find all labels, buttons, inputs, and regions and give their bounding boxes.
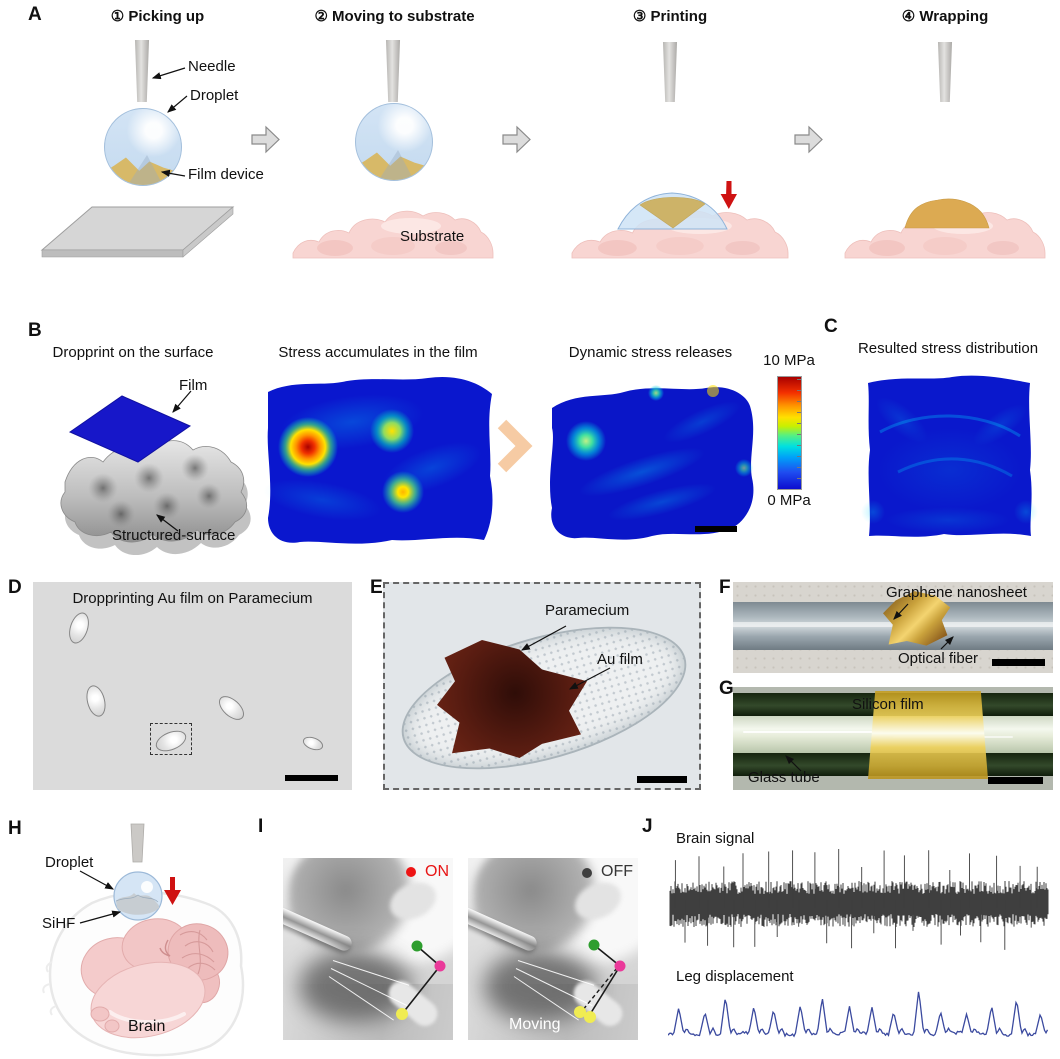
- paramecium-cell: [83, 683, 109, 719]
- optical-fiber-label: Optical fiber: [898, 650, 979, 667]
- panel-label-g: G: [719, 678, 734, 699]
- needle-h: [130, 823, 145, 863]
- brain-label: Brain: [128, 1018, 166, 1035]
- flattened-droplet-step3: [617, 192, 728, 230]
- droplet-sihf: [113, 871, 163, 921]
- substrate-label: Substrate: [400, 228, 465, 245]
- heatmap-resulted-distribution: [861, 375, 1038, 537]
- panel-d-title: Dropprinting Au film on Paramecium: [72, 590, 313, 607]
- scale-bar-e: [637, 776, 687, 783]
- brain-signal-trace: [669, 849, 1049, 950]
- annotation-arrows: [79, 67, 954, 924]
- paramecium-cell: [65, 610, 93, 646]
- stage3-title: Dynamic stress releases: [568, 344, 733, 361]
- stage2-title: Stress accumulates in the film: [278, 344, 478, 361]
- panel-label-e: E: [370, 577, 383, 598]
- colorbar-ticks: [797, 377, 801, 489]
- h-droplet-label: Droplet: [45, 854, 94, 871]
- needle-step4: [937, 42, 953, 102]
- needle-step2: [385, 40, 401, 102]
- step2-title: ② Moving to substrate: [314, 8, 475, 25]
- panel-label-h: H: [8, 818, 22, 839]
- stress-colorbar: [777, 376, 802, 490]
- droplet-step2: [355, 103, 433, 181]
- panel-label-a: A: [28, 4, 42, 25]
- micrograph-glass-tube: [733, 687, 1053, 790]
- micrograph-paramecia: [33, 582, 352, 790]
- zoom-region-box: [150, 723, 192, 755]
- off-label: OFF: [601, 863, 633, 880]
- droplet-label: Droplet: [190, 87, 239, 104]
- scale-bar-d: [285, 775, 338, 781]
- silicon-film-label: Silicon film: [852, 696, 924, 713]
- colorbar-min-label: 0 MPa: [767, 492, 811, 509]
- wrapped-film-step4: [904, 198, 990, 229]
- panel-c-title: Resulted stress distribution: [857, 340, 1039, 357]
- graphene-label: Graphene nanosheet: [886, 584, 1027, 601]
- step1-title: ① Picking up: [110, 8, 205, 25]
- paramecium-cell: [214, 691, 249, 725]
- micrograph-optical-fiber: [733, 582, 1053, 673]
- leg-displacement-trace: [668, 991, 1049, 1038]
- silicon-film-shape: [868, 691, 988, 779]
- substrate-step3: [571, 210, 789, 259]
- heatmap-stress-releases: [550, 385, 754, 540]
- press-arrow-h: [164, 877, 181, 905]
- film-shape: [68, 395, 192, 463]
- photo-stimulation-on: [283, 858, 453, 1040]
- panel-label-c: C: [824, 316, 838, 337]
- scale-bar-g: [988, 777, 1043, 784]
- scale-bar-f: [992, 659, 1045, 666]
- stage1-title: Dropprint on the surface: [52, 344, 214, 361]
- on-indicator-dot: [406, 867, 416, 877]
- droplet-step1: [104, 108, 182, 186]
- glass-reflection: [743, 731, 883, 733]
- step-arrow-3: [794, 126, 823, 153]
- micrograph-paramecium-closeup: [383, 582, 703, 798]
- step-arrow-2: [502, 126, 531, 153]
- substrate-step4: [844, 210, 1046, 259]
- leg-displacement-title: Leg displacement: [676, 968, 794, 985]
- off-indicator-dot: [582, 868, 592, 878]
- heatmap-stress-accumulates: [262, 376, 493, 544]
- colorbar-max-label: 10 MPa: [763, 352, 815, 369]
- panel-label-i: I: [258, 816, 264, 837]
- chevron-arrow: [497, 419, 533, 473]
- structured-surface-label: Structured-surface: [112, 527, 236, 544]
- glass-tube-label: Glass tube: [748, 769, 820, 786]
- panel-label-j: J: [642, 816, 653, 837]
- step-arrow-1: [251, 126, 280, 153]
- plate-step1: [40, 206, 235, 258]
- moving-label: Moving: [509, 1016, 561, 1033]
- panel-label-f: F: [719, 577, 731, 598]
- panel-label-b: B: [28, 320, 42, 341]
- brain-signal-title: Brain signal: [676, 830, 755, 847]
- needle-step1: [134, 40, 150, 102]
- paramecium-label: Paramecium: [545, 602, 630, 619]
- press-arrow-step3: [720, 181, 737, 209]
- film-label: Film: [179, 377, 208, 394]
- scale-bar-b: [695, 526, 737, 532]
- panel-label-d: D: [8, 577, 22, 598]
- step4-title: ④ Wrapping: [901, 8, 989, 25]
- au-film-label: Au film: [597, 651, 643, 668]
- on-label: ON: [425, 863, 449, 880]
- photo-stimulation-off: [468, 858, 638, 1040]
- film-device-label: Film device: [188, 166, 264, 183]
- step3-title: ③ Printing: [632, 8, 708, 25]
- paramecium-cell: [301, 734, 325, 753]
- needle-step3: [662, 42, 678, 102]
- needle-label: Needle: [188, 58, 236, 75]
- sihf-label: SiHF: [42, 915, 76, 932]
